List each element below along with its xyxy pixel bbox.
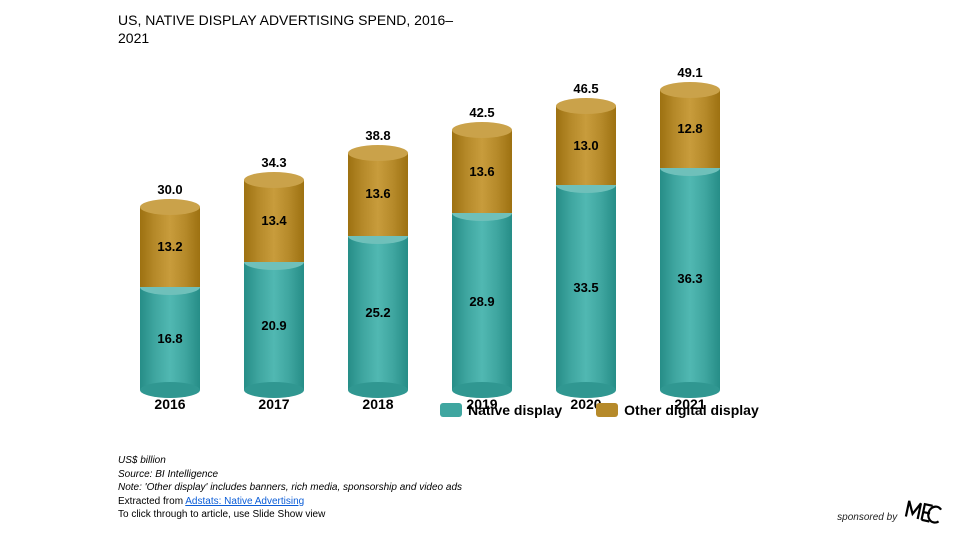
other-value-label: 13.4 <box>244 213 304 228</box>
other-top-ellipse <box>556 98 616 114</box>
total-label: 30.0 <box>140 182 200 197</box>
bar-2018: 38.8 13.6 25.2 <box>348 113 408 390</box>
note-label: Note: 'Other display' includes banners, … <box>118 481 462 495</box>
sponsor-block: sponsored by <box>837 498 942 528</box>
other-value-label: 13.6 <box>348 186 408 201</box>
other-value-label: 13.6 <box>452 164 512 179</box>
mec-logo-icon <box>904 498 942 528</box>
native-value-label: 28.9 <box>452 294 512 309</box>
extracted-link[interactable]: Adstats: Native Advertising <box>185 496 304 507</box>
other-top-ellipse <box>140 199 200 215</box>
clickthrough-label: To click through to article, use Slide S… <box>118 508 462 522</box>
unit-label: US$ billion <box>118 454 462 468</box>
bar-2016: 30.0 13.2 16.8 <box>140 167 200 390</box>
total-label: 49.1 <box>660 65 720 80</box>
native-value-label: 16.8 <box>140 331 200 346</box>
other-value-label: 13.2 <box>140 239 200 254</box>
native-value-label: 36.3 <box>660 271 720 286</box>
other-value-label: 13.0 <box>556 138 616 153</box>
sponsor-label: sponsored by <box>837 512 897 523</box>
extracted-line: Extracted from Adstats: Native Advertisi… <box>118 495 462 509</box>
category-label: 2017 <box>244 396 304 412</box>
total-label: 34.3 <box>244 155 304 170</box>
chart-title: US, NATIVE DISPLAY ADVERTISING SPEND, 20… <box>118 12 478 47</box>
other-top-ellipse <box>348 145 408 161</box>
legend: Native display Other digital display <box>440 402 759 418</box>
bar-2021: 49.1 12.8 36.3 <box>660 50 720 390</box>
category-label: 2018 <box>348 396 408 412</box>
bar-2020: 46.5 13.0 33.5 <box>556 66 616 390</box>
legend-swatch-other <box>596 403 618 417</box>
native-value-label: 33.5 <box>556 280 616 295</box>
legend-label-native: Native display <box>468 402 562 418</box>
total-label: 46.5 <box>556 81 616 96</box>
bar-2017: 34.3 13.4 20.9 <box>244 140 304 390</box>
bar-2019: 42.5 13.6 28.9 <box>452 90 512 390</box>
native-value-label: 20.9 <box>244 318 304 333</box>
legend-swatch-native <box>440 403 462 417</box>
category-label: 2016 <box>140 396 200 412</box>
other-top-ellipse <box>660 82 720 98</box>
source-label: Source: BI Intelligence <box>118 468 462 482</box>
chart-area: 30.0 13.2 16.8 2016 34.3 13.4 20.9 2017 38.8 13.6… <box>140 50 820 420</box>
total-label: 38.8 <box>348 128 408 143</box>
footnotes: US$ billion Source: BI Intelligence Note… <box>118 454 462 522</box>
native-value-label: 25.2 <box>348 305 408 320</box>
total-label: 42.5 <box>452 105 512 120</box>
extracted-prefix: Extracted from <box>118 496 185 507</box>
other-value-label: 12.8 <box>660 121 720 136</box>
legend-label-other: Other digital display <box>624 402 759 418</box>
